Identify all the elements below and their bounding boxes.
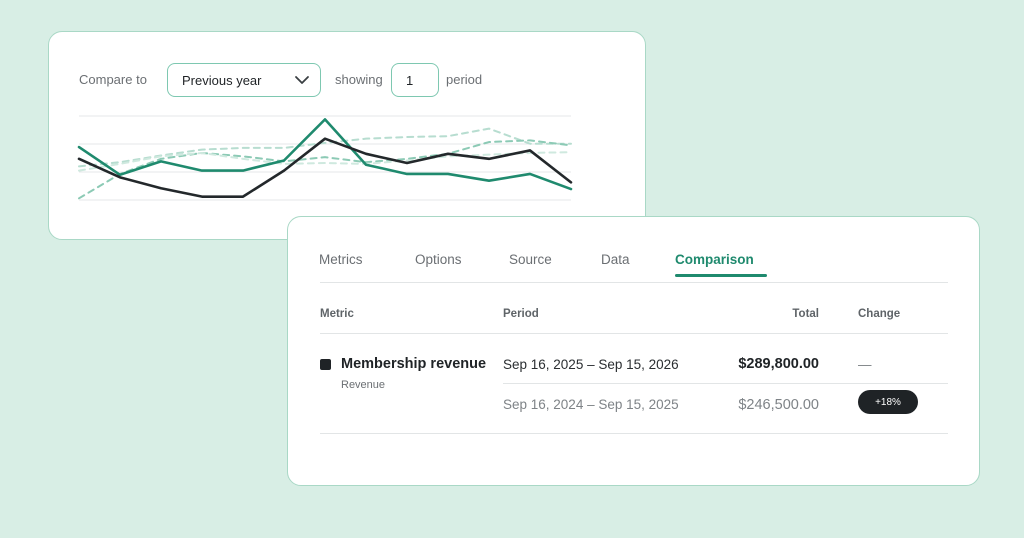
comparison-card: Metrics Options Source Data Comparison M… [287,216,980,486]
header-period: Period [503,308,539,320]
header-divider [320,333,948,334]
row-divider [503,383,948,384]
periods-input-value: 1 [406,72,414,88]
row-total: $246,500.00 [738,397,819,413]
tabs-divider [320,282,948,283]
row-total: $289,800.00 [738,356,819,372]
period-label: period [446,72,483,87]
periods-input[interactable]: 1 [391,63,439,97]
tab-data[interactable]: Data [601,252,630,267]
showing-label: showing [335,72,383,87]
compare-select-value: Previous year [182,72,262,88]
metric-name: Membership revenue [341,356,487,372]
compare-select[interactable]: Previous year [167,63,321,97]
tab-comparison[interactable]: Comparison [675,252,754,267]
compare-to-label: Compare to [79,72,147,87]
series-line-4 [78,139,572,200]
series-line-3 [78,127,572,168]
series-color-swatch [320,359,331,370]
row-period: Sep 16, 2024 – Sep 15, 2025 [503,397,679,412]
tab-options[interactable]: Options [415,252,462,267]
row-period: Sep 16, 2025 – Sep 15, 2026 [503,357,679,372]
tab-source[interactable]: Source [509,252,552,267]
header-metric: Metric [320,308,354,320]
row-change: — [858,357,872,372]
active-tab-indicator [675,274,767,277]
tab-metrics[interactable]: Metrics [319,252,363,267]
chart-card: Compare to Previous year showing 1 perio… [48,31,646,240]
chevron-down-icon [295,76,309,84]
line-chart [77,115,573,201]
series-line-1 [77,118,573,191]
change-badge: +18% [858,390,918,414]
header-total: Total [792,308,819,320]
series-line-2 [77,137,573,198]
header-change: Change [858,308,901,320]
metric-subtitle: Revenue [341,379,386,391]
table-bottom-divider [320,433,948,434]
series-line-5 [78,151,572,172]
